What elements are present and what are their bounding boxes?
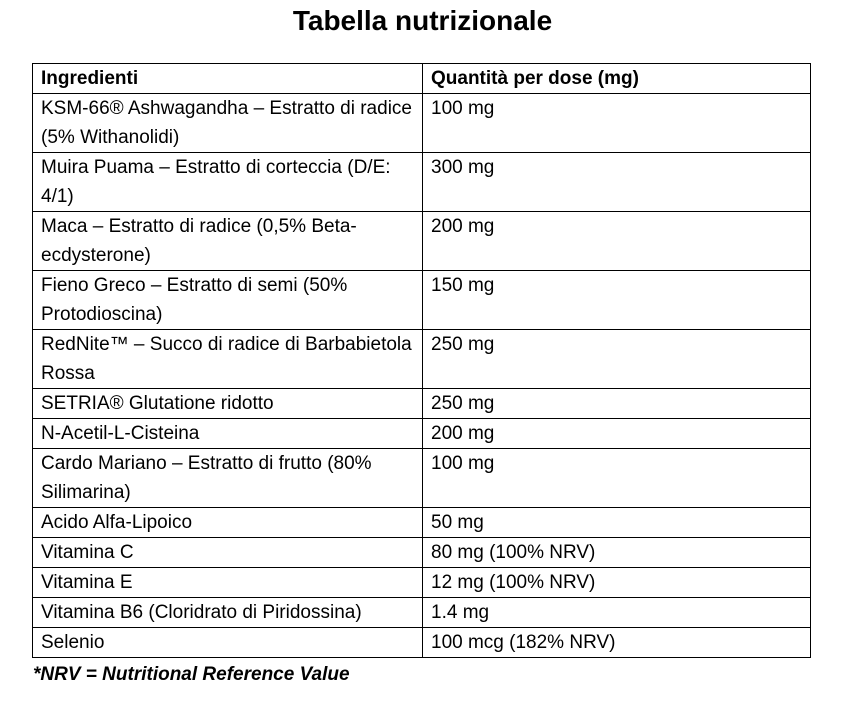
quantity-cell: 100 mg xyxy=(422,93,811,153)
quantity-cell: 100 mg xyxy=(422,448,811,508)
quantity-cell: 12 mg (100% NRV) xyxy=(422,567,811,598)
table-row: RedNite™ – Succo di radice di Barbabieto… xyxy=(32,329,811,389)
ingredient-cell: Muira Puama – Estratto di corteccia (D/E… xyxy=(32,152,423,212)
table-row: Vitamina B6 (Cloridrato di Piridossina) 1… xyxy=(32,597,811,628)
table-row: Selenio 100 mcg (182% NRV) xyxy=(32,627,811,658)
column-header-ingredients: Ingredienti xyxy=(32,63,423,94)
column-header-quantity: Quantità per dose (mg) xyxy=(422,63,811,94)
ingredient-cell: Acido Alfa-Lipoico xyxy=(32,507,423,538)
ingredient-cell: Vitamina E xyxy=(32,567,423,598)
ingredient-cell: SETRIA® Glutatione ridotto xyxy=(32,388,423,419)
table-row: Fieno Greco – Estratto di semi (50% Prot… xyxy=(32,270,811,330)
table-row: N-Acetil-L-Cisteina 200 mg xyxy=(32,418,811,449)
ingredient-cell: Selenio xyxy=(32,627,423,658)
quantity-cell: 300 mg xyxy=(422,152,811,212)
table-row: Vitamina E 12 mg (100% NRV) xyxy=(32,567,811,598)
ingredient-cell: KSM-66® Ashwagandha – Estratto di radice… xyxy=(32,93,423,153)
footnote: *NRV = Nutritional Reference Value xyxy=(33,664,350,685)
page-title: Tabella nutrizionale xyxy=(292,5,553,36)
table-row: Maca – Estratto di radice (0,5% Beta-ecd… xyxy=(32,211,811,271)
ingredient-cell: Fieno Greco – Estratto di semi (50% Prot… xyxy=(32,270,423,330)
quantity-cell: 250 mg xyxy=(422,388,811,419)
quantity-cell: 150 mg xyxy=(422,270,811,330)
quantity-cell: 1.4 mg xyxy=(422,597,811,628)
table-row: Vitamina C 80 mg (100% NRV) xyxy=(32,537,811,568)
table-row: KSM-66® Ashwagandha – Estratto di radice… xyxy=(32,93,811,153)
table-row: Acido Alfa-Lipoico 50 mg xyxy=(32,507,811,538)
ingredient-cell: N-Acetil-L-Cisteina xyxy=(32,418,423,449)
table-row: Cardo Mariano – Estratto di frutto (80% … xyxy=(32,448,811,508)
table-body: KSM-66® Ashwagandha – Estratto di radice… xyxy=(32,93,811,658)
quantity-cell: 250 mg xyxy=(422,329,811,389)
quantity-cell: 80 mg (100% NRV) xyxy=(422,537,811,568)
quantity-cell: 200 mg xyxy=(422,418,811,449)
ingredient-cell: Vitamina B6 (Cloridrato di Piridossina) xyxy=(32,597,423,628)
quantity-cell: 100 mcg (182% NRV) xyxy=(422,627,811,658)
ingredient-cell: Vitamina C xyxy=(32,537,423,568)
quantity-cell: 200 mg xyxy=(422,211,811,271)
ingredient-cell: Maca – Estratto di radice (0,5% Beta-ecd… xyxy=(32,211,423,271)
quantity-cell: 50 mg xyxy=(422,507,811,538)
nutrition-table: Ingredienti Quantità per dose (mg) KSM-6… xyxy=(32,63,811,658)
document-page: Tabella nutrizionale Ingredienti Quantit… xyxy=(0,4,845,711)
table-row: Muira Puama – Estratto di corteccia (D/E… xyxy=(32,152,811,212)
ingredient-cell: Cardo Mariano – Estratto di frutto (80% … xyxy=(32,448,423,508)
ingredient-cell: RedNite™ – Succo di radice di Barbabieto… xyxy=(32,329,423,389)
table-header-row: Ingredienti Quantità per dose (mg) xyxy=(32,63,811,94)
table-row: SETRIA® Glutatione ridotto 250 mg xyxy=(32,388,811,419)
